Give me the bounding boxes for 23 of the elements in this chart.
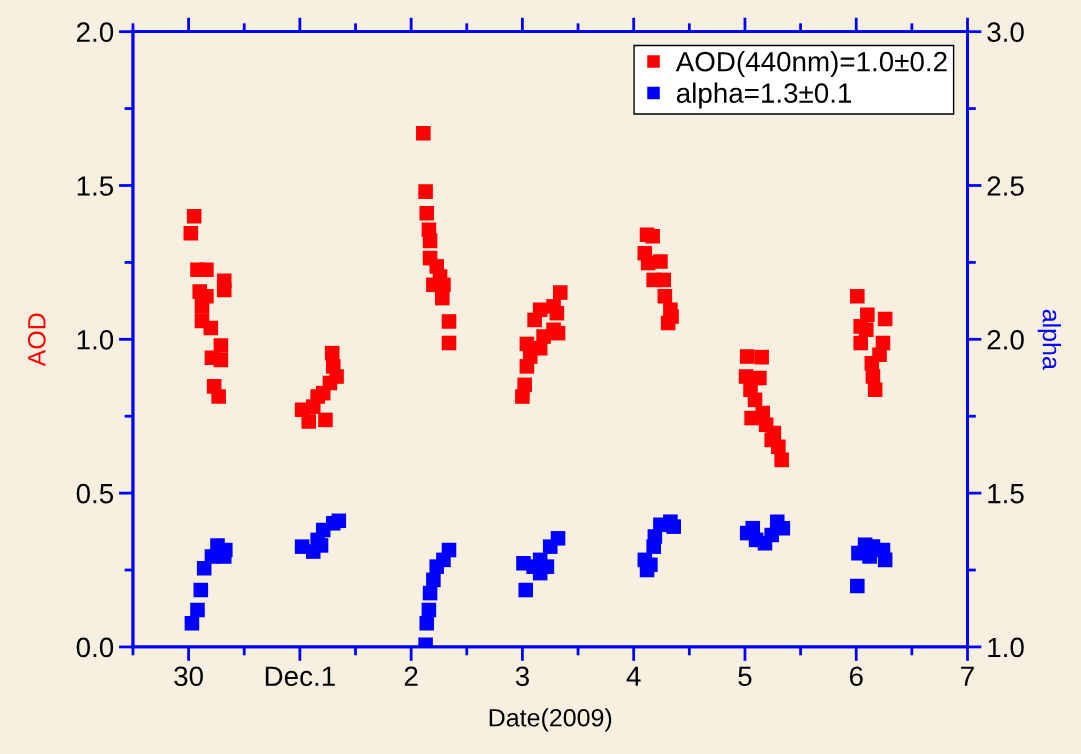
y-tick-label: 0.5 — [76, 483, 114, 504]
y-tick-label: 0.0 — [76, 637, 114, 658]
x-tick-label: Dec.1 — [265, 666, 335, 687]
y-tick-label: 2.0 — [77, 22, 114, 43]
y-tick-label: 1.5 — [77, 176, 114, 196]
y2-tick-label: 3.0 — [987, 22, 1024, 43]
x-tick-label: 30 — [174, 666, 203, 687]
x-tick-label: 3 — [515, 666, 529, 687]
x-tick-label: 6 — [849, 666, 863, 687]
y2-tick-label: 1.5 — [988, 484, 1024, 504]
y-tick-label: 1.0 — [77, 329, 114, 350]
y2-tick-label: 1.0 — [988, 637, 1024, 658]
y-axis-title: AOD — [27, 313, 46, 367]
y2-tick-label: 2.5 — [987, 176, 1024, 196]
x-tick-label: 2 — [404, 666, 418, 686]
x-axis-title: Date(2009) — [489, 708, 612, 732]
y2-tick-label: 2.0 — [987, 329, 1024, 350]
legend-label: AOD(440nm)=1.0±0.2 — [675, 51, 947, 77]
x-tick-label: 5 — [738, 666, 752, 687]
x-tick-label: 7 — [961, 666, 974, 686]
x-tick-label: 4 — [626, 666, 641, 686]
y2-axis-title: alpha — [1037, 309, 1061, 370]
legend-label: alpha=1.3±0.1 — [676, 82, 852, 109]
